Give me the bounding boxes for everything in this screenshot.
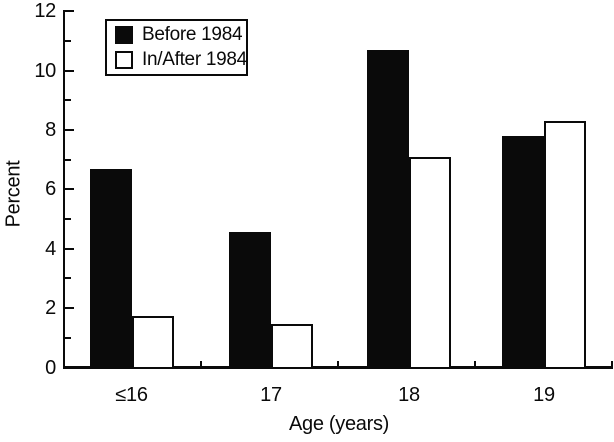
y-minor-tick bbox=[65, 336, 71, 339]
y-major-tick bbox=[65, 69, 74, 72]
x-tick-label: 18 bbox=[398, 384, 420, 406]
y-minor-tick bbox=[65, 218, 71, 220]
y-tick-label: 8 bbox=[45, 118, 56, 141]
bar-before-1984-≤16 bbox=[89, 168, 132, 368]
x-tick-label: 19 bbox=[533, 384, 555, 406]
x-boundary-tick bbox=[200, 360, 202, 368]
bar-in-after-1984-18 bbox=[409, 156, 451, 368]
legend-label-in-after-1984: In/After 1984 bbox=[142, 49, 247, 70]
y-minor-tick bbox=[65, 158, 71, 161]
y-major-tick bbox=[65, 307, 74, 310]
x-boundary-tick bbox=[611, 360, 613, 368]
y-axis-title: Percent bbox=[2, 160, 25, 228]
y-major-tick bbox=[65, 188, 74, 191]
y-minor-tick bbox=[65, 39, 71, 42]
y-major-tick bbox=[65, 10, 74, 13]
bar-before-1984-18 bbox=[367, 49, 409, 368]
y-tick-label: 0 bbox=[45, 356, 56, 379]
y-minor-tick bbox=[65, 277, 71, 280]
x-boundary-tick bbox=[474, 360, 476, 368]
x-tick-label: ≤16 bbox=[115, 384, 148, 406]
y-major-tick bbox=[65, 247, 74, 250]
y-minor-tick bbox=[65, 99, 71, 102]
legend: Before 1984 In/After 1984 bbox=[105, 19, 248, 76]
bar-in-after-1984-17 bbox=[271, 324, 313, 368]
y-tick-label: 10 bbox=[34, 59, 56, 82]
y-axis-line bbox=[63, 10, 65, 368]
y-tick-label: 12 bbox=[34, 0, 56, 23]
legend-swatch-filled-icon bbox=[115, 26, 133, 44]
bar-in-after-1984-≤16 bbox=[131, 315, 174, 368]
bar-before-1984-19 bbox=[502, 135, 544, 368]
legend-label-before-1984: Before 1984 bbox=[142, 24, 243, 45]
legend-item-in-after-1984: In/After 1984 bbox=[115, 49, 247, 71]
x-boundary-tick bbox=[337, 360, 339, 368]
y-tick-label: 4 bbox=[45, 237, 56, 260]
legend-item-before-1984: Before 1984 bbox=[115, 24, 246, 46]
legend-swatch-open-icon bbox=[115, 51, 133, 69]
y-tick-label: 2 bbox=[45, 297, 56, 320]
x-axis-title: Age (years) bbox=[288, 413, 390, 435]
y-tick-label: 6 bbox=[45, 178, 56, 201]
y-major-tick bbox=[65, 128, 74, 131]
x-tick-label: 17 bbox=[260, 384, 282, 406]
bar-in-after-1984-19 bbox=[544, 120, 586, 368]
bar-before-1984-17 bbox=[229, 232, 271, 368]
